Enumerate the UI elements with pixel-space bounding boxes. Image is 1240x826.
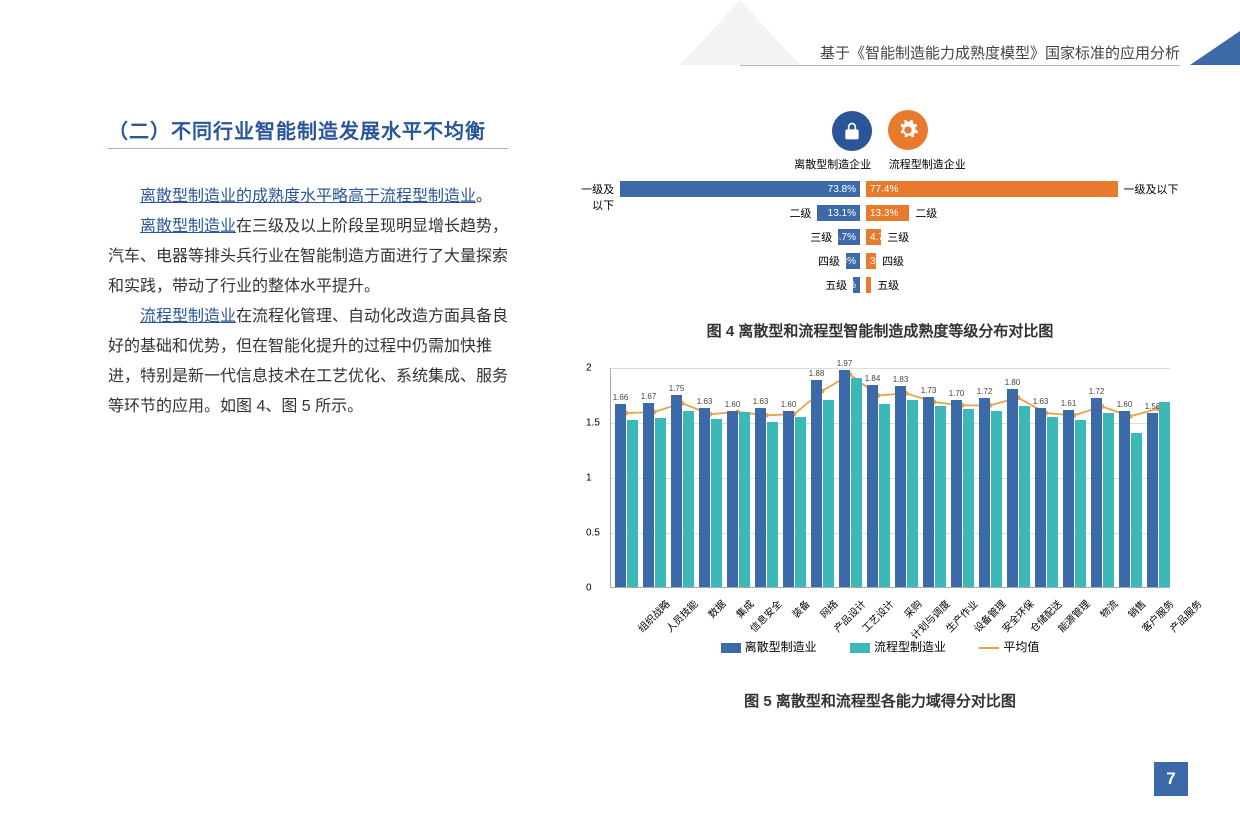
chart5-bar-a: 1.97 bbox=[839, 370, 850, 587]
chart5-bar-a: 1.63 bbox=[755, 408, 766, 587]
chart4-level-label-left: 五级 bbox=[825, 277, 847, 293]
chart5-bar-a: 1.60 bbox=[727, 411, 738, 587]
chart4-row: 13.1% 13.3% 二级 二级 bbox=[580, 203, 1180, 223]
chart5-bar-b bbox=[1019, 406, 1030, 588]
chart5-bar-b bbox=[767, 422, 778, 587]
body-text: 离散型制造业的成熟度水平略高于流程型制造业。 离散型制造业在三级及以上阶段呈现明… bbox=[108, 182, 518, 422]
chart4-bar-left: 4.3% bbox=[846, 253, 860, 269]
chart5-bar-a: 1.73 bbox=[923, 397, 934, 587]
chart5-bar-b bbox=[907, 400, 918, 587]
chart4-row: 6.7% 4.7% 三级 三级 bbox=[580, 227, 1180, 247]
chart4-level-label-left: 三级 bbox=[810, 229, 832, 245]
body-p3-emph: 流程型制造业 bbox=[140, 308, 236, 325]
chart5-bar-a: 1.72 bbox=[979, 398, 990, 587]
chart4-level-label-left: 二级 bbox=[789, 205, 811, 221]
chart5-bar-b bbox=[823, 400, 834, 587]
chart5-bar-b bbox=[935, 406, 946, 588]
chart5-bar-b bbox=[627, 420, 638, 587]
chart5-bar-b bbox=[851, 378, 862, 587]
chart4-bar-right: 3.1% bbox=[866, 253, 876, 269]
chart5-bar-b bbox=[711, 419, 722, 587]
chart5-ytick: 0 bbox=[586, 583, 592, 594]
gear-icon bbox=[888, 110, 928, 150]
chart4-bar-right: 77.4% bbox=[866, 181, 1118, 197]
chart4-bar-right: 4.7% bbox=[866, 229, 881, 245]
chart5-bar-b bbox=[739, 412, 750, 587]
chart5-bar-a: 1.60 bbox=[1119, 411, 1130, 587]
chart5-bar-b bbox=[1103, 413, 1114, 587]
chart5-bar-b bbox=[963, 409, 974, 587]
chart5-ytick: 1.5 bbox=[586, 418, 600, 429]
chart4-bars: 73.8%77.4%一级及以下一级及以下13.1%13.3%二级二级6.7%4.… bbox=[580, 179, 1180, 309]
chart5-bar-b bbox=[991, 411, 1002, 587]
chart5-bar-a: 1.84 bbox=[867, 385, 878, 587]
chart5-bar-b bbox=[879, 404, 890, 587]
chart4-diverging-bar: 离散型制造企业 流程型制造企业 73.8%77.4%一级及以下一级及以下13.1… bbox=[580, 110, 1180, 325]
chart5-bar-b bbox=[1047, 417, 1058, 588]
header-corner-triangle bbox=[1190, 31, 1240, 65]
lock-icon bbox=[832, 111, 872, 151]
chart5-bar-a: 1.63 bbox=[1035, 408, 1046, 587]
chart5-bar-a: 1.70 bbox=[951, 400, 962, 587]
body-p2-emph: 离散型制造业 bbox=[140, 218, 236, 235]
chart4-level-label-right: 四级 bbox=[882, 253, 904, 269]
chart4-bar-right: 1.6% bbox=[866, 277, 871, 293]
chart5-grouped-bar: 00.511.521.661.671.751.631.601.631.601.8… bbox=[580, 368, 1180, 648]
chart5-ytick: 0.5 bbox=[586, 528, 600, 539]
chart5-bar-a: 1.67 bbox=[643, 403, 654, 587]
chart4-level-label-right: 五级 bbox=[877, 277, 899, 293]
chart4-level-label-right: 一级及以下 bbox=[1124, 181, 1179, 197]
chart5-ytick: 2 bbox=[586, 363, 592, 374]
chart4-row: 4.3% 3.1% 四级 四级 bbox=[580, 251, 1180, 271]
chart4-row: 2.1% 1.6% 五级 五级 bbox=[580, 275, 1180, 295]
chart5-bar-a: 1.83 bbox=[895, 386, 906, 587]
chart4-level-label-left: 四级 bbox=[818, 253, 840, 269]
chart5-bar-a: 1.61 bbox=[1063, 410, 1074, 587]
chart4-bar-left: 6.7% bbox=[838, 229, 860, 245]
chart4-level-label-right: 二级 bbox=[915, 205, 937, 221]
chart5-bar-a: 1.63 bbox=[699, 408, 710, 587]
chart5-bar-b bbox=[795, 417, 806, 588]
chart5-bar-a: 1.88 bbox=[811, 380, 822, 587]
chart5-gridline bbox=[611, 368, 1170, 369]
chart4-icons bbox=[580, 110, 1180, 151]
section-title: （二）不同行业智能制造发展水平不均衡 bbox=[108, 115, 486, 144]
chart4-bar-left: 73.8% bbox=[620, 181, 860, 197]
header-underline bbox=[740, 65, 1180, 66]
chart5-bar-b bbox=[683, 411, 694, 587]
chart5-bar-a: 1.60 bbox=[783, 411, 794, 587]
chart5-gridline bbox=[611, 478, 1170, 479]
chart5-plot: 00.511.521.661.671.751.631.601.631.601.8… bbox=[610, 368, 1170, 588]
chart5-gridline bbox=[611, 533, 1170, 534]
chart4-bar-left: 13.1% bbox=[817, 205, 860, 221]
chart5-bar-a: 1.75 bbox=[671, 395, 682, 588]
chart5-gridline bbox=[611, 423, 1170, 424]
chart5-bar-b bbox=[655, 418, 666, 587]
header-title: 基于《智能制造能力成熟度模型》国家标准的应用分析 bbox=[820, 42, 1180, 63]
page-header: 基于《智能制造能力成熟度模型》国家标准的应用分析 bbox=[720, 0, 1240, 70]
header-decor-triangle bbox=[680, 0, 800, 65]
page-number: 7 bbox=[1154, 762, 1188, 796]
chart5-bar-a: 1.80 bbox=[1007, 389, 1018, 587]
chart5-bar-a: 1.66 bbox=[615, 404, 626, 587]
chart4-bar-right: 13.3% bbox=[866, 205, 909, 221]
chart4-level-label-right: 三级 bbox=[887, 229, 909, 245]
chart4-bar-left: 2.1% bbox=[853, 277, 860, 293]
chart5-ytick: 1 bbox=[586, 473, 592, 484]
chart5-bar-b bbox=[1075, 420, 1086, 587]
chart5-bar-a: 1.58 bbox=[1147, 413, 1158, 587]
body-p1-emph: 离散型制造业的成熟度水平略高于流程型制造业 bbox=[140, 188, 476, 205]
chart4-caption: 图 4 离散型和流程型智能制造成熟度等级分布对比图 bbox=[580, 320, 1180, 341]
chart4-row: 73.8%77.4%一级及以下一级及以下 bbox=[580, 179, 1180, 199]
chart4-icon-labels: 离散型制造企业 流程型制造企业 bbox=[580, 155, 1180, 173]
section-title-underline bbox=[108, 148, 508, 149]
chart5-bar-b bbox=[1131, 433, 1142, 587]
chart5-bar-b bbox=[1159, 402, 1170, 587]
chart5-caption: 图 5 离散型和流程型各能力域得分对比图 bbox=[580, 690, 1180, 711]
chart5-bar-a: 1.72 bbox=[1091, 398, 1102, 587]
